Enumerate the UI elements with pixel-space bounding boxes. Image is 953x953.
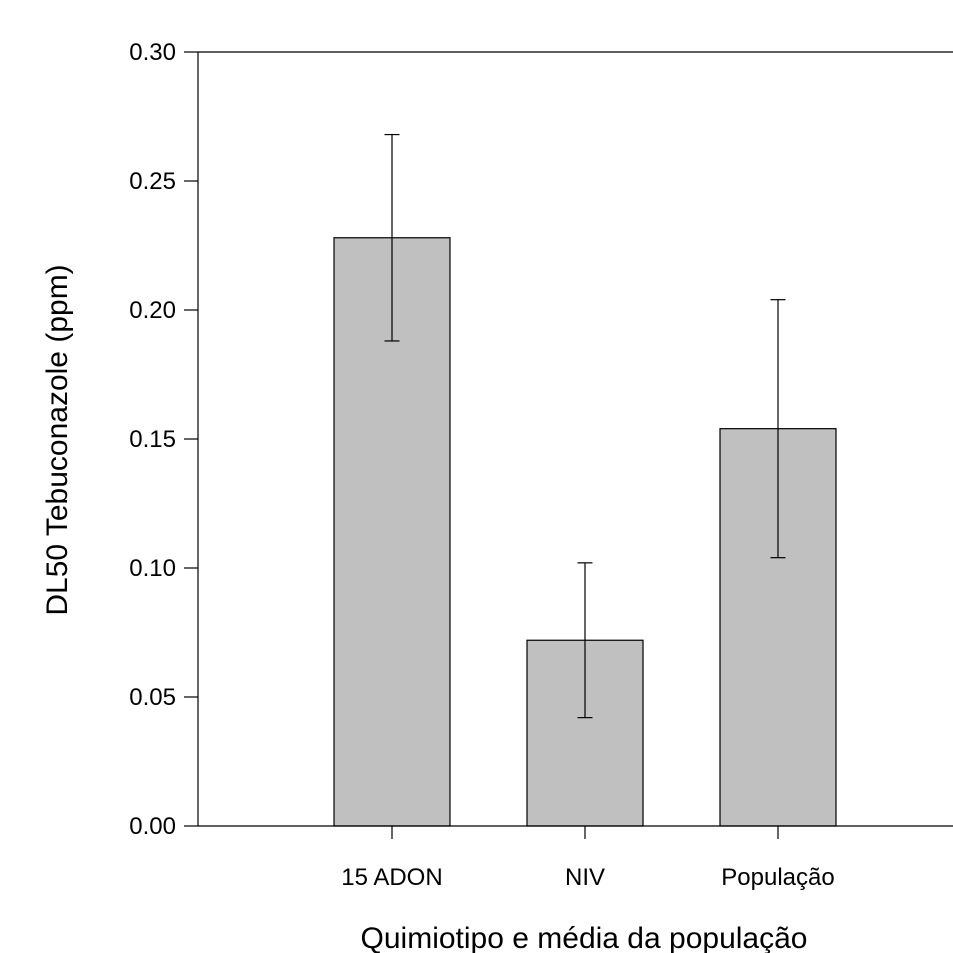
y-tick-label: 0.05 (129, 684, 176, 711)
y-ticks-group: 0.00 0.05 0.10 0.15 0.20 0.25 0.30 (129, 39, 198, 840)
y-tick-label: 0.25 (129, 168, 176, 195)
x-ticks-group: 15 ADON NIV População (341, 826, 835, 891)
y-tick-label: 0.15 (129, 426, 176, 453)
y-tick-label: 0.00 (129, 813, 176, 840)
y-axis-title: DL50 Tebuconazole (ppm) (41, 264, 74, 615)
bars-group (333, 237, 837, 827)
error-bars-group (384, 133, 786, 719)
x-tick-label: 15 ADON (341, 864, 442, 891)
x-axis-title: Quimiotipo e média da população (361, 922, 808, 953)
y-tick-label: 0.20 (129, 297, 176, 324)
y-tick-label: 0.10 (129, 555, 176, 582)
y-tick-label: 0.30 (129, 39, 176, 66)
x-tick-label: População (721, 864, 834, 891)
x-tick-label: NIV (565, 864, 605, 891)
